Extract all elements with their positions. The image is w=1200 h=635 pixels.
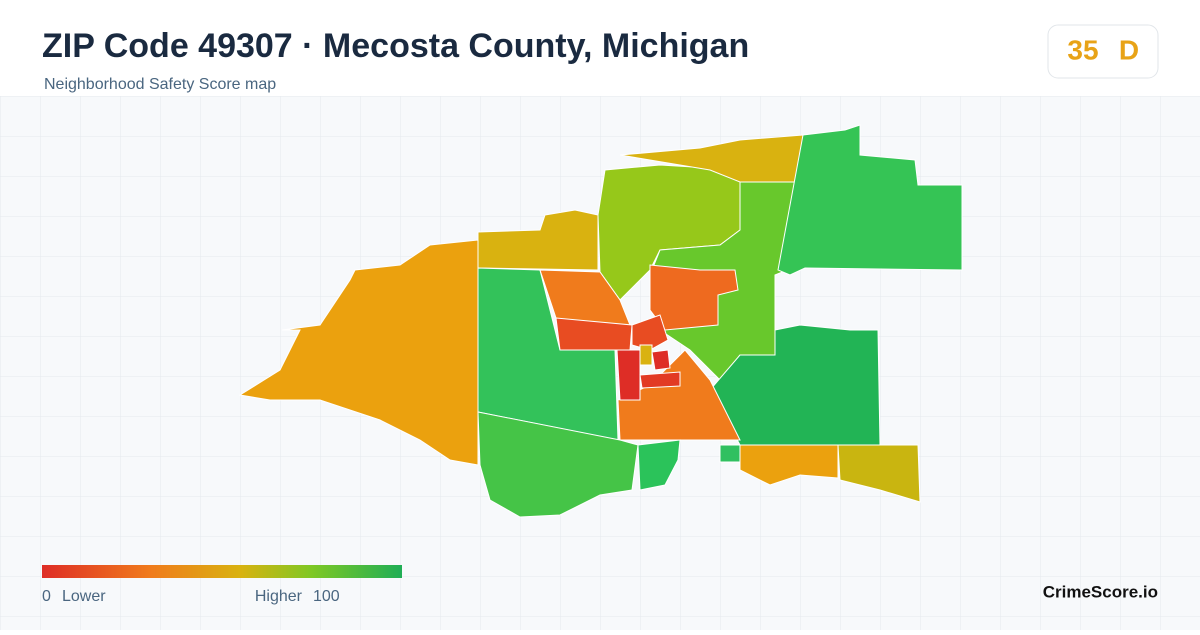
region	[616, 349, 641, 401]
region	[651, 349, 671, 371]
title: ZIP Code 49307 · Mecosta County, Michiga…	[42, 27, 749, 65]
region	[719, 444, 741, 463]
region	[639, 344, 653, 366]
legend-min: 0	[42, 588, 51, 605]
legend-min-label: Lower	[62, 588, 106, 605]
header-band	[0, 0, 1200, 96]
score-value: 35	[1067, 34, 1098, 65]
legend-max: 100	[313, 588, 340, 605]
legend-max-label: Higher	[255, 588, 303, 605]
legend-scale	[42, 565, 402, 578]
region	[477, 411, 639, 518]
region	[777, 124, 963, 276]
region	[639, 371, 681, 389]
region	[637, 439, 681, 491]
region	[837, 444, 921, 503]
score-box	[1047, 24, 1159, 79]
score-grade: D	[1119, 34, 1139, 65]
region	[631, 314, 669, 351]
region	[238, 239, 479, 466]
brand: CrimeScore.io	[1043, 582, 1158, 601]
subtitle: Neighborhood Safety Score map	[44, 76, 276, 93]
map	[238, 124, 963, 518]
